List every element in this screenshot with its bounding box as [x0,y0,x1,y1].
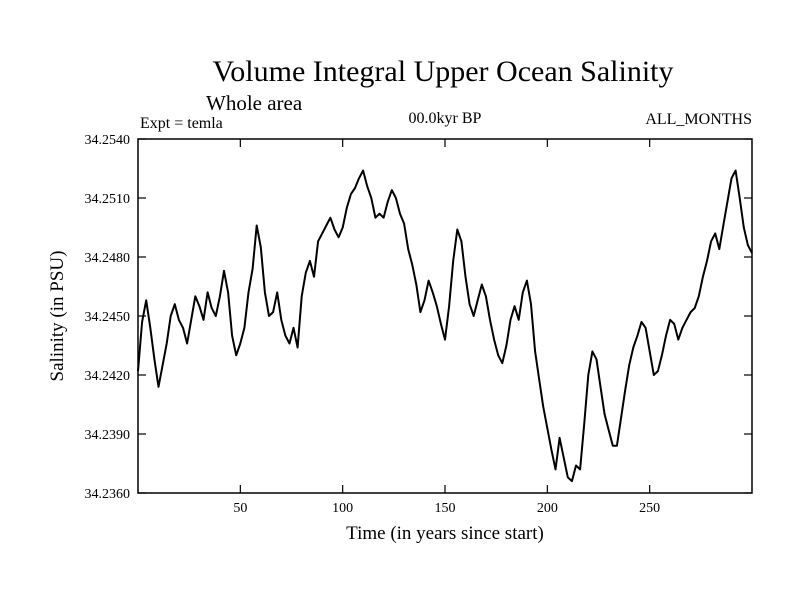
x-tick-label: 100 [332,501,353,516]
x-tick-label: 250 [639,501,660,516]
experiment-label: Expt = temla [140,115,223,132]
chart-title: Volume Integral Upper Ocean Salinity [213,55,674,88]
x-tick-label: 150 [435,501,456,516]
plot-frame [137,138,753,494]
y-tick-label: 34.2540 [85,133,131,148]
axis-tick-labels: 50 100 150 200 250 34.2360 34.2390 34.2420 34.24… [85,133,661,516]
y-tick-label: 34.2510 [85,192,131,207]
chart-subtitle: Whole area [206,91,303,115]
y-tick-label: 34.2360 [85,487,131,502]
x-tick-label: 200 [537,501,558,516]
months-label: ALL_MONTHS [645,111,752,128]
period-label: 00.0kyr BP [409,110,482,127]
salinity-series-line [137,169,753,483]
y-tick-label: 34.2390 [85,428,131,443]
y-axis-label: Salinity (in PSU) [47,251,68,382]
y-tick-label: 34.2480 [85,251,131,266]
x-tick-label: 50 [233,501,247,516]
y-tick-label: 34.2450 [85,310,131,325]
x-axis-label: Time (in years since start) [346,523,544,544]
y-tick-label: 34.2420 [85,369,131,384]
